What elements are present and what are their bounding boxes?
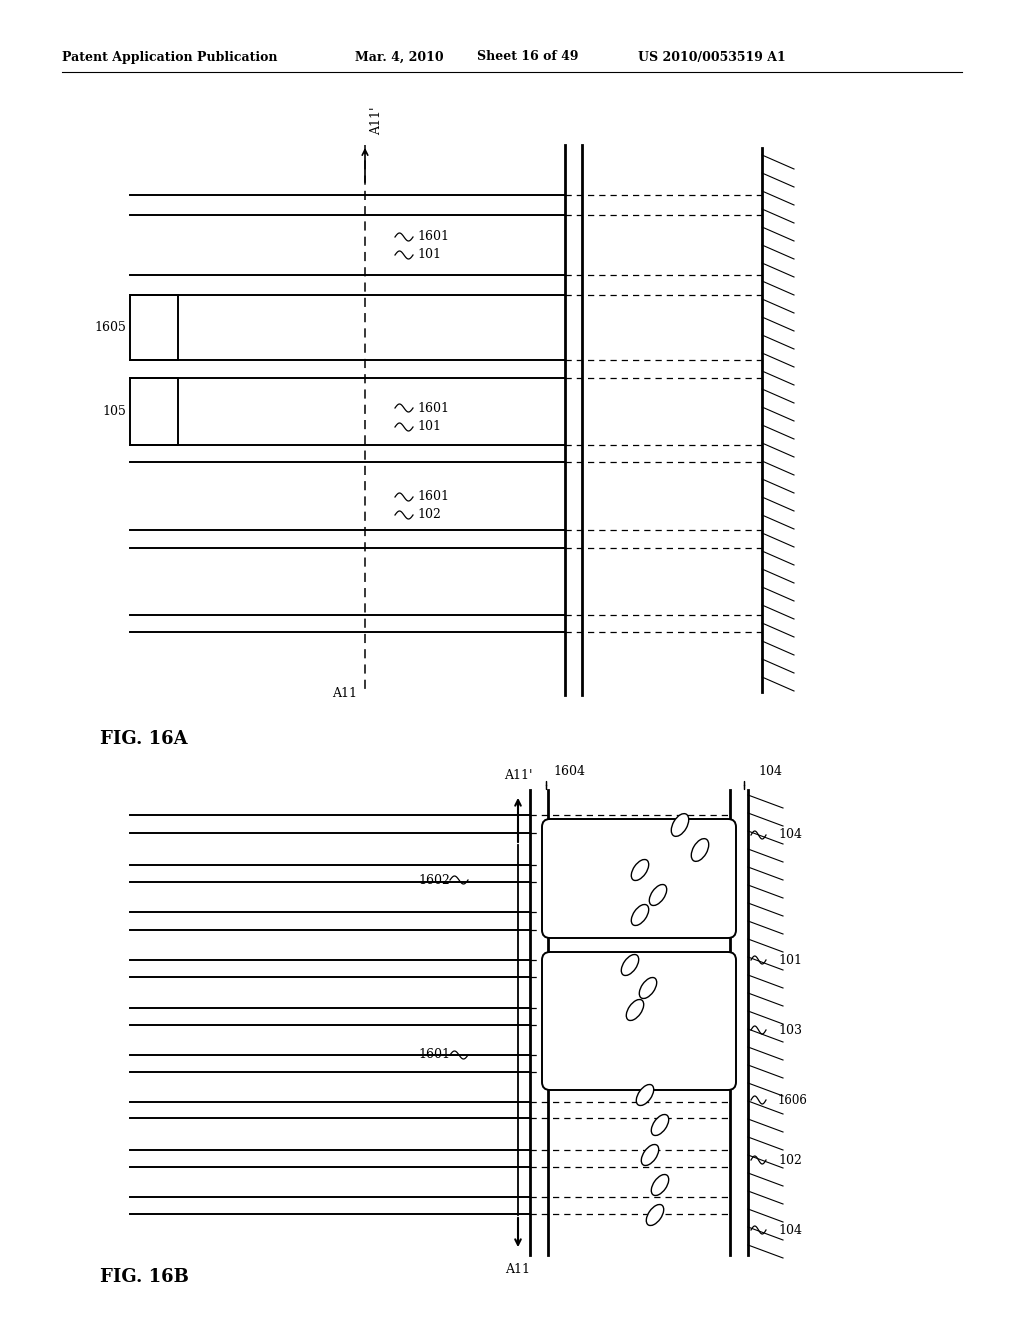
- Text: 1601: 1601: [417, 491, 449, 503]
- Text: FIG. 16A: FIG. 16A: [100, 730, 187, 748]
- Text: 1602: 1602: [418, 874, 450, 887]
- Ellipse shape: [649, 884, 667, 906]
- Text: 101: 101: [778, 953, 802, 966]
- Text: 1606: 1606: [778, 1093, 808, 1106]
- Text: Patent Application Publication: Patent Application Publication: [62, 50, 278, 63]
- Text: 102: 102: [778, 1154, 802, 1167]
- Text: US 2010/0053519 A1: US 2010/0053519 A1: [638, 50, 785, 63]
- Text: FIG. 16B: FIG. 16B: [100, 1269, 188, 1286]
- Text: A11: A11: [506, 1263, 530, 1276]
- Ellipse shape: [639, 978, 656, 998]
- Text: 101: 101: [417, 248, 441, 261]
- FancyBboxPatch shape: [542, 952, 736, 1090]
- Ellipse shape: [651, 1114, 669, 1135]
- Text: A11: A11: [332, 686, 357, 700]
- Text: 102: 102: [417, 508, 441, 521]
- Ellipse shape: [672, 813, 689, 837]
- Text: 1601: 1601: [417, 401, 449, 414]
- Ellipse shape: [636, 1085, 653, 1106]
- Ellipse shape: [632, 859, 648, 880]
- Ellipse shape: [627, 999, 644, 1020]
- FancyBboxPatch shape: [542, 818, 736, 939]
- Ellipse shape: [641, 1144, 658, 1166]
- Text: A11': A11': [370, 107, 383, 135]
- Ellipse shape: [691, 838, 709, 862]
- Text: 1601: 1601: [417, 231, 449, 243]
- Text: Sheet 16 of 49: Sheet 16 of 49: [477, 50, 579, 63]
- Text: 101: 101: [417, 421, 441, 433]
- Text: 105: 105: [102, 405, 126, 418]
- Ellipse shape: [646, 1204, 664, 1225]
- Text: 1605: 1605: [94, 321, 126, 334]
- Text: Mar. 4, 2010: Mar. 4, 2010: [355, 50, 443, 63]
- Text: 1604: 1604: [553, 766, 585, 777]
- Text: 103: 103: [778, 1023, 802, 1036]
- Ellipse shape: [622, 954, 639, 975]
- Text: 1601: 1601: [418, 1048, 450, 1061]
- Text: 104: 104: [758, 766, 782, 777]
- Ellipse shape: [651, 1175, 669, 1196]
- Ellipse shape: [632, 904, 648, 925]
- Bar: [130, 378, 178, 445]
- Text: 104: 104: [778, 829, 802, 842]
- Bar: [130, 294, 178, 360]
- Text: A11': A11': [504, 770, 532, 781]
- Text: 104: 104: [778, 1224, 802, 1237]
